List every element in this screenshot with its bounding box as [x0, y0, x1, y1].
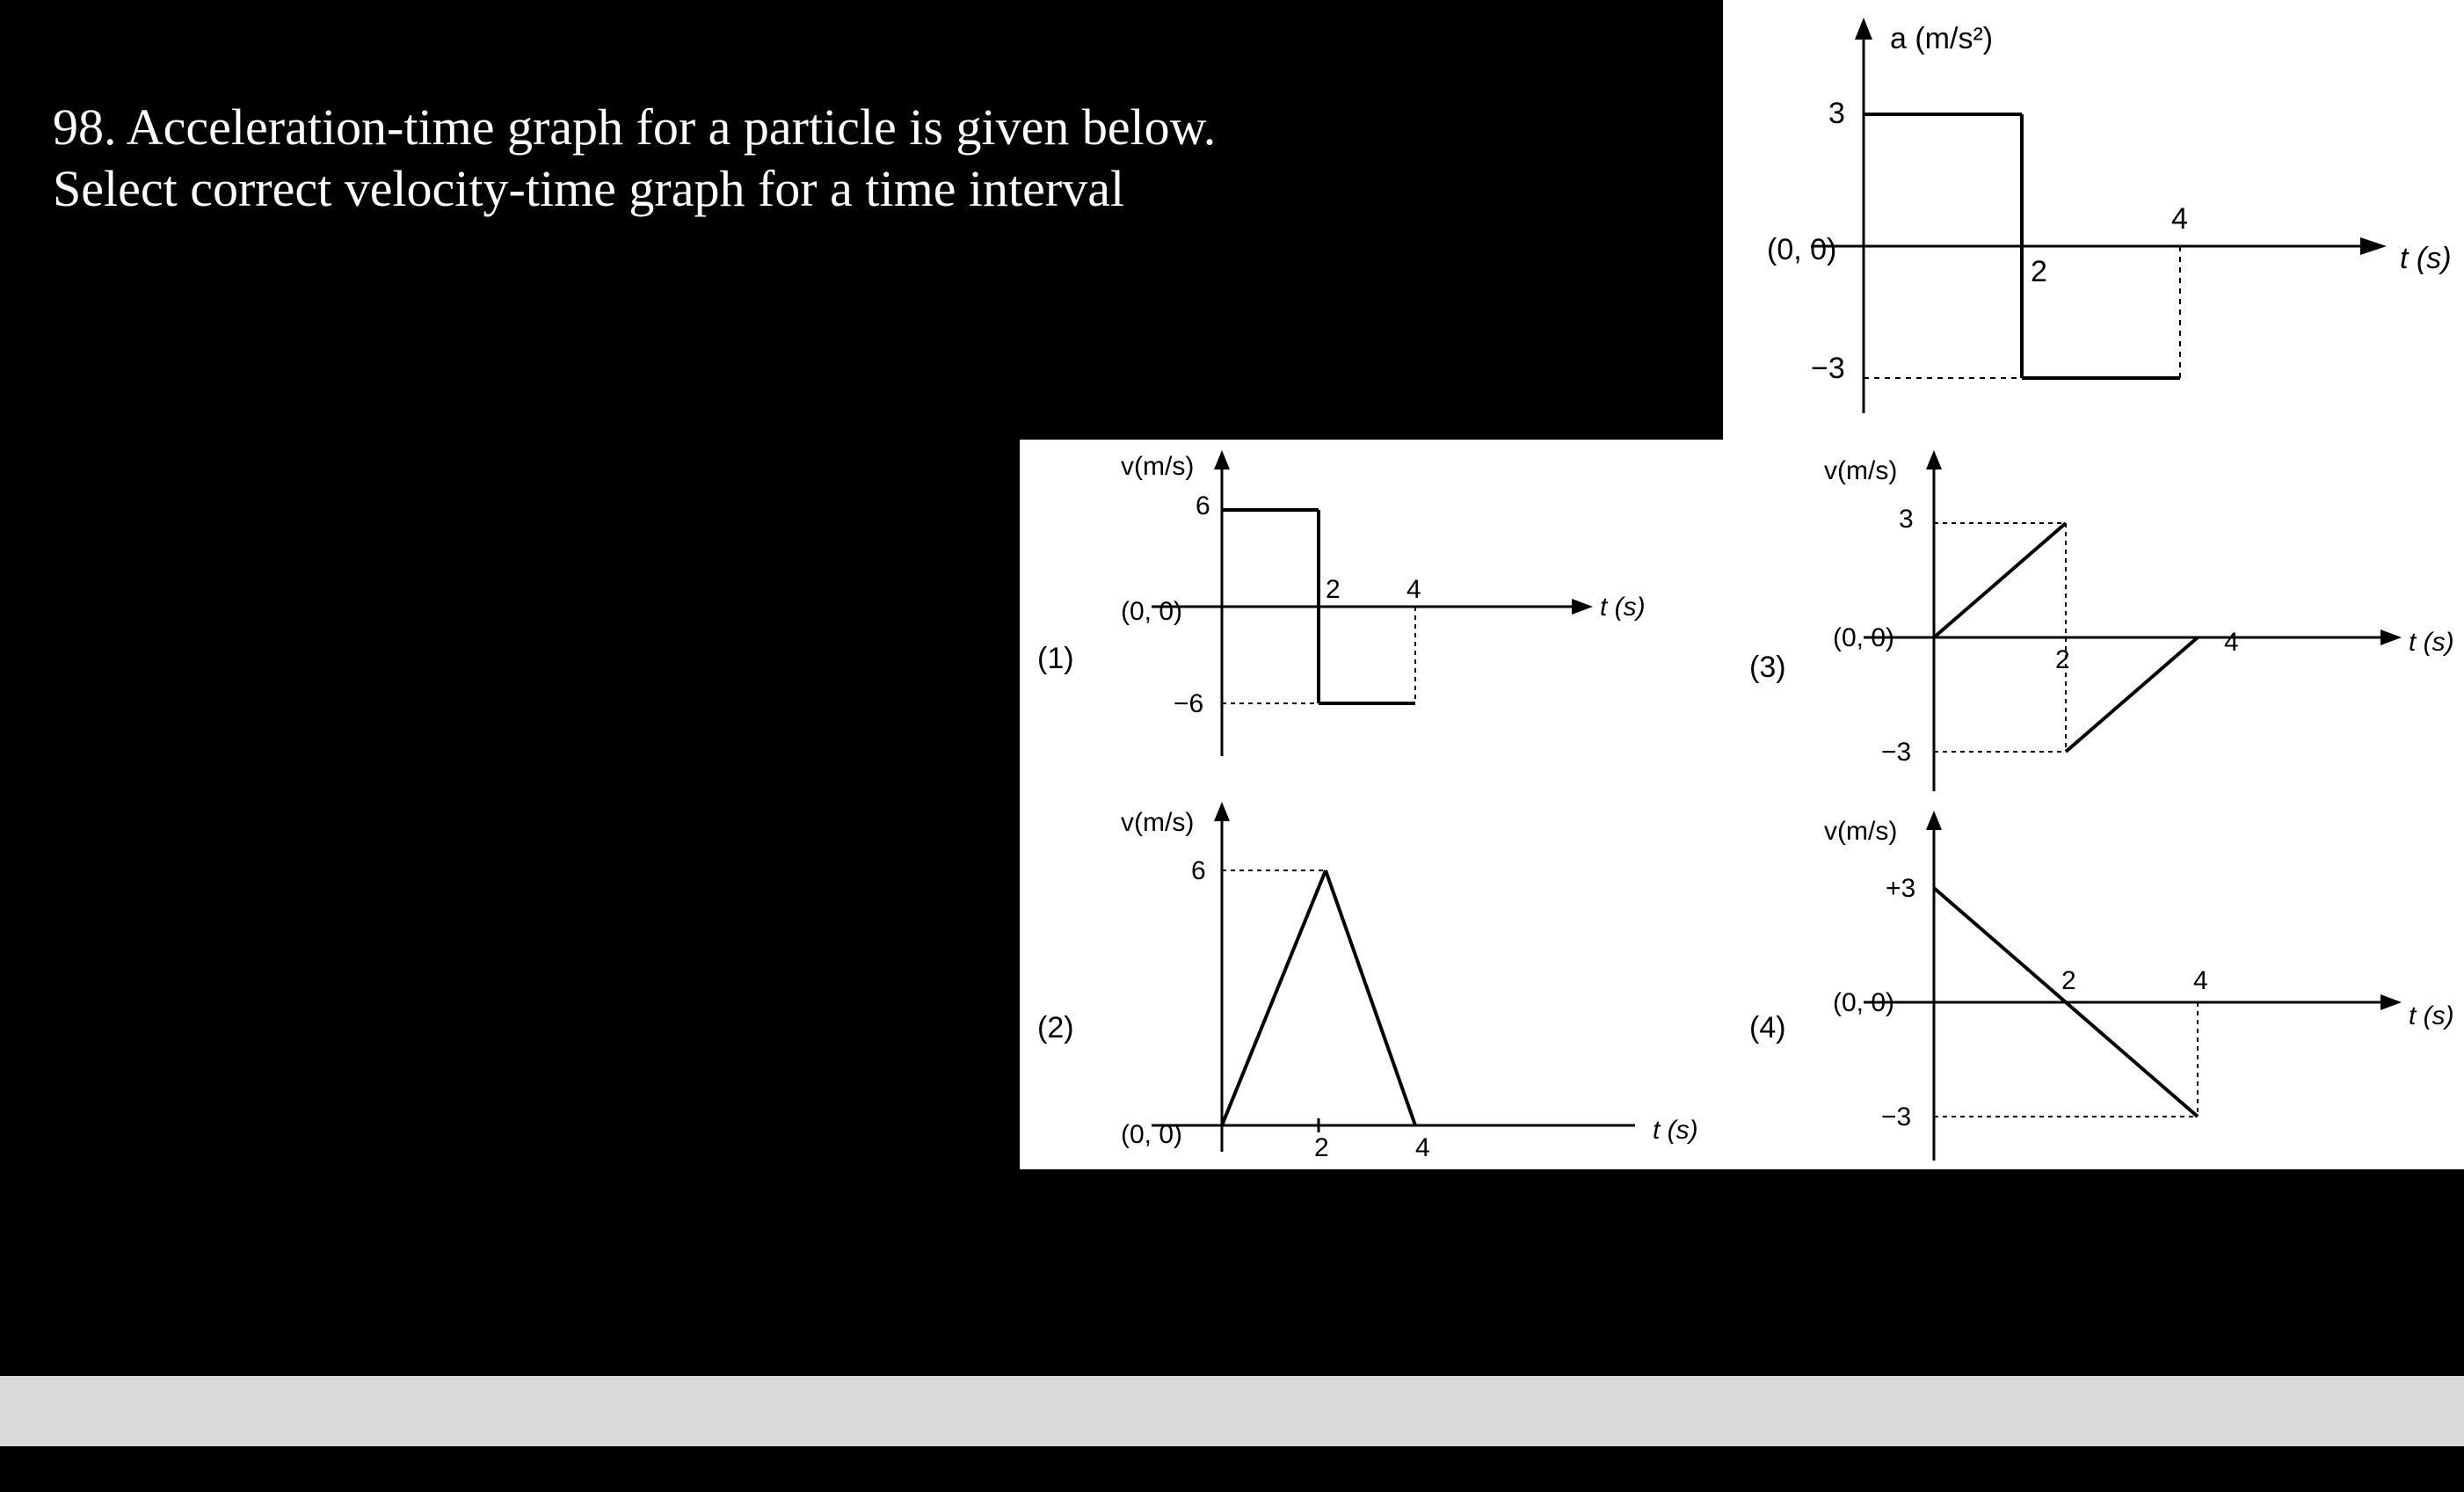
opt3-xlabel: t (s) — [2409, 628, 2454, 657]
opt3-yneg: −3 — [1881, 738, 1911, 767]
opt4-yneg: −3 — [1881, 1103, 1911, 1132]
opt1-x4: 4 — [1406, 575, 1421, 604]
opt2-xlabel: t (s) — [1653, 1116, 1698, 1145]
main-xlabel: t (s) — [2400, 242, 2452, 275]
opt2-ypos: 6 — [1191, 856, 1206, 885]
opt1-x2: 2 — [1326, 575, 1341, 604]
opt4-ypos: +3 — [1886, 874, 1915, 903]
opt1-label: (1) — [1037, 642, 1074, 675]
opt3-origin: (0, 0) — [1833, 623, 1894, 652]
opt1-yneg: −6 — [1174, 689, 1203, 718]
opt2-ylabel: v(m/s) — [1121, 808, 1194, 837]
options-panel: (1) v(m/s) t (s) (0, 0) 6 −6 — [1020, 440, 2464, 1169]
opt1-xlabel: t (s) — [1600, 593, 1646, 622]
option-4: (4) v(m/s) t (s) (0, 0) +3 −3 2 4 — [1749, 811, 2454, 1161]
opt3-label: (3) — [1749, 651, 1786, 684]
opt4-origin: (0, 0) — [1833, 988, 1894, 1017]
option-2: (2) v(m/s) t (s) (0, 0) 6 2 4 — [1037, 802, 1698, 1162]
opt4-xlabel: t (s) — [2409, 1001, 2454, 1030]
opt4-ylabel: v(m/s) — [1824, 817, 1897, 846]
opt4-label: (4) — [1749, 1011, 1786, 1044]
opt3-ypos: 3 — [1899, 505, 1914, 534]
main-graph-svg: a (m/s²) t (s) (0, 0) 3 −3 2 4 — [1723, 0, 2464, 440]
main-origin: (0, 0) — [1767, 233, 1836, 266]
opt3-x2: 2 — [2055, 645, 2070, 674]
option-3: (3) v(m/s) t (s) (0, 0) 3 −3 2 4 — [1749, 450, 2454, 791]
opt2-x2: 2 — [1314, 1133, 1329, 1162]
main-ylabel: a (m/s²) — [1890, 22, 1993, 55]
opt2-x4: 4 — [1415, 1133, 1430, 1162]
main-yneg: −3 — [1811, 352, 1845, 385]
opt2-label: (2) — [1037, 1011, 1074, 1044]
bottom-bar — [0, 1376, 2464, 1446]
main-ypos: 3 — [1828, 97, 1845, 130]
option-1: (1) v(m/s) t (s) (0, 0) 6 −6 — [1037, 450, 1646, 756]
opt4-x4: 4 — [2193, 966, 2208, 995]
opt2-origin: (0, 0) — [1121, 1120, 1182, 1149]
opt1-origin: (0, 0) — [1121, 597, 1182, 626]
main-graph-panel: a (m/s²) t (s) (0, 0) 3 −3 2 4 — [1723, 0, 2464, 440]
opt3-x4: 4 — [2224, 628, 2239, 657]
main-x2: 2 — [2031, 255, 2047, 288]
main-x4: 4 — [2171, 202, 2188, 236]
opt4-x2: 2 — [2061, 966, 2076, 995]
q-line2: Select correct velocity-time graph for a… — [53, 160, 1124, 217]
opt3-ylabel: v(m/s) — [1824, 456, 1897, 485]
question-text: 98. Acceleration-time graph for a partic… — [53, 97, 1415, 219]
options-svg: (1) v(m/s) t (s) (0, 0) 6 −6 — [1020, 440, 2464, 1169]
q-line1: 98. Acceleration-time graph for a partic… — [53, 98, 1216, 156]
opt1-ylabel: v(m/s) — [1121, 452, 1194, 481]
opt1-ypos: 6 — [1196, 491, 1210, 520]
